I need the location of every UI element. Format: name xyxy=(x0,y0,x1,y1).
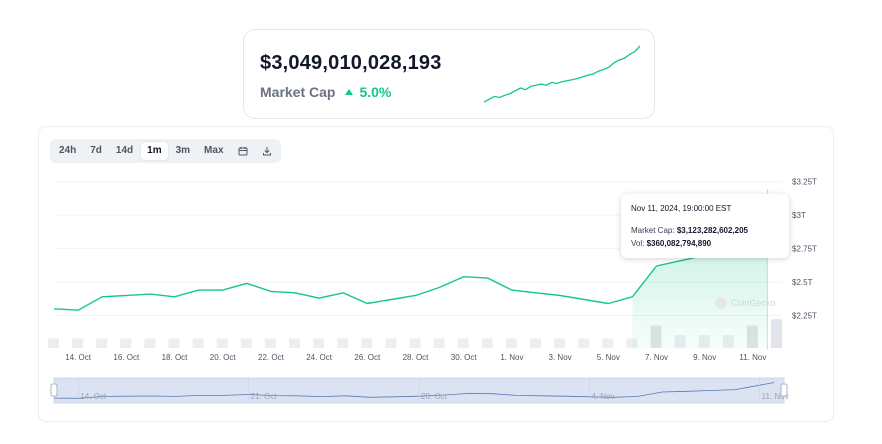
volume-bar xyxy=(337,338,349,348)
market-cap-summary-card: $3,049,010,028,193 Market Cap 5.0% xyxy=(243,29,655,119)
x-tick-label: 16. Oct xyxy=(113,353,140,362)
x-tick-label: 18. Oct xyxy=(162,353,189,362)
volume-bar xyxy=(602,338,614,348)
volume-bar xyxy=(264,338,276,348)
volume-bar xyxy=(771,319,782,348)
tab-1m[interactable]: 1m xyxy=(141,142,168,160)
time-range-tabs: 24h 7d 14d 1m 3m Max xyxy=(50,139,281,163)
volume-bar xyxy=(168,338,180,348)
y-tick-label: $3.25T xyxy=(792,178,817,187)
volume-bar xyxy=(481,338,493,348)
tab-24h[interactable]: 24h xyxy=(59,145,77,156)
volume-bar xyxy=(361,338,373,348)
volume-bar xyxy=(554,338,566,348)
highlight-area xyxy=(632,199,768,349)
x-tick-label: 20. Oct xyxy=(210,353,237,362)
x-tick-label: 7. Nov xyxy=(645,353,668,362)
volume-bar xyxy=(192,338,204,348)
market-cap-line-chart[interactable]: $3.25T $3T $2.75T $2.5T $2.25T 14. Oct 16. Oct… xyxy=(39,127,835,423)
x-tick-label: 1. Nov xyxy=(500,353,523,362)
change-percent: 5.0% xyxy=(359,84,392,100)
x-tick-label: 14. Oct xyxy=(65,353,92,362)
tooltip-vol-value: $360,082,794,890 xyxy=(646,239,712,248)
volume-bar xyxy=(96,338,108,348)
volume-bar xyxy=(457,338,469,348)
y-tick-label: $2.5T xyxy=(792,278,813,287)
navigator-label: 11. Nov xyxy=(762,392,789,401)
volume-bar xyxy=(48,338,59,348)
x-tick-label: 26. Oct xyxy=(354,353,381,362)
x-tick-label: 22. Oct xyxy=(258,353,285,362)
volume-bar xyxy=(120,338,132,348)
navigator-right-handle[interactable] xyxy=(780,383,788,397)
market-cap-value: $3,049,010,028,193 xyxy=(260,52,442,74)
tooltip-market-cap: Market Cap: $3,123,282,602,205 xyxy=(631,226,748,235)
volume-bar xyxy=(216,338,228,348)
x-tick-label: 5. Nov xyxy=(597,353,620,362)
volume-bar xyxy=(144,338,156,348)
tab-14d[interactable]: 14d xyxy=(115,145,134,156)
coingecko-watermark: CoinGecko xyxy=(715,297,776,309)
x-tick-label: 30. Oct xyxy=(451,353,478,362)
market-cap-line xyxy=(53,198,768,311)
volume-bar xyxy=(72,338,84,348)
x-tick-label: 3. Nov xyxy=(549,353,572,362)
y-tick-label: $2.25T xyxy=(792,312,817,321)
market-cap-change-row: Market Cap 5.0% xyxy=(260,84,391,100)
sparkline-line xyxy=(484,45,641,103)
volume-bar xyxy=(240,338,252,348)
tooltip-volume: Vol: $360,082,794,890 xyxy=(631,239,711,248)
navigator-label: 4. Nov xyxy=(591,392,614,401)
navigator-left-handle[interactable] xyxy=(50,383,58,397)
watermark-text: CoinGecko xyxy=(731,298,776,308)
tooltip-market-cap-label: Market Cap: xyxy=(631,226,675,235)
volume-bar xyxy=(530,338,541,348)
y-tick-label: $2.75T xyxy=(792,245,817,254)
navigator-label: 21. Oct xyxy=(251,392,278,401)
tooltip-date: Nov 11, 2024, 19:00:00 EST xyxy=(631,204,732,213)
tab-max[interactable]: Max xyxy=(204,145,224,156)
volume-bar xyxy=(409,338,421,348)
volume-bar xyxy=(289,338,300,348)
tooltip-market-cap-value: $3,123,282,602,205 xyxy=(676,226,748,235)
navigator-label: 28. Oct xyxy=(421,392,448,401)
download-icon[interactable] xyxy=(256,142,278,160)
y-tick-label: $3T xyxy=(792,211,806,220)
navigator-label: 14. Oct xyxy=(80,392,107,401)
sparkline-chart xyxy=(484,45,641,103)
x-tick-label: 11. Nov xyxy=(739,353,766,362)
tab-7d[interactable]: 7d xyxy=(90,145,102,156)
x-tick-label: 24. Oct xyxy=(306,353,333,362)
volume-bar xyxy=(505,338,517,348)
up-arrow-icon xyxy=(345,89,354,95)
volume-bar xyxy=(385,338,397,348)
chart-tooltip: Nov 11, 2024, 19:00:00 EST Market Cap: $… xyxy=(621,194,789,258)
tab-3m[interactable]: 3m xyxy=(175,145,191,156)
market-cap-chart-card: 24h 7d 14d 1m 3m Max $3.25T $3T $2.75T $2.5… xyxy=(38,126,834,422)
coingecko-logo-icon xyxy=(715,297,727,309)
x-tick-label: 28. Oct xyxy=(403,353,430,362)
volume-bar xyxy=(433,338,445,348)
market-cap-label: Market Cap xyxy=(260,84,336,100)
volume-bar xyxy=(626,338,638,348)
x-tick-label: 9. Nov xyxy=(693,353,716,362)
volume-bar xyxy=(578,338,590,348)
volume-bar xyxy=(313,338,325,348)
calendar-icon[interactable] xyxy=(232,142,254,160)
tooltip-vol-label: Vol: xyxy=(631,239,645,248)
